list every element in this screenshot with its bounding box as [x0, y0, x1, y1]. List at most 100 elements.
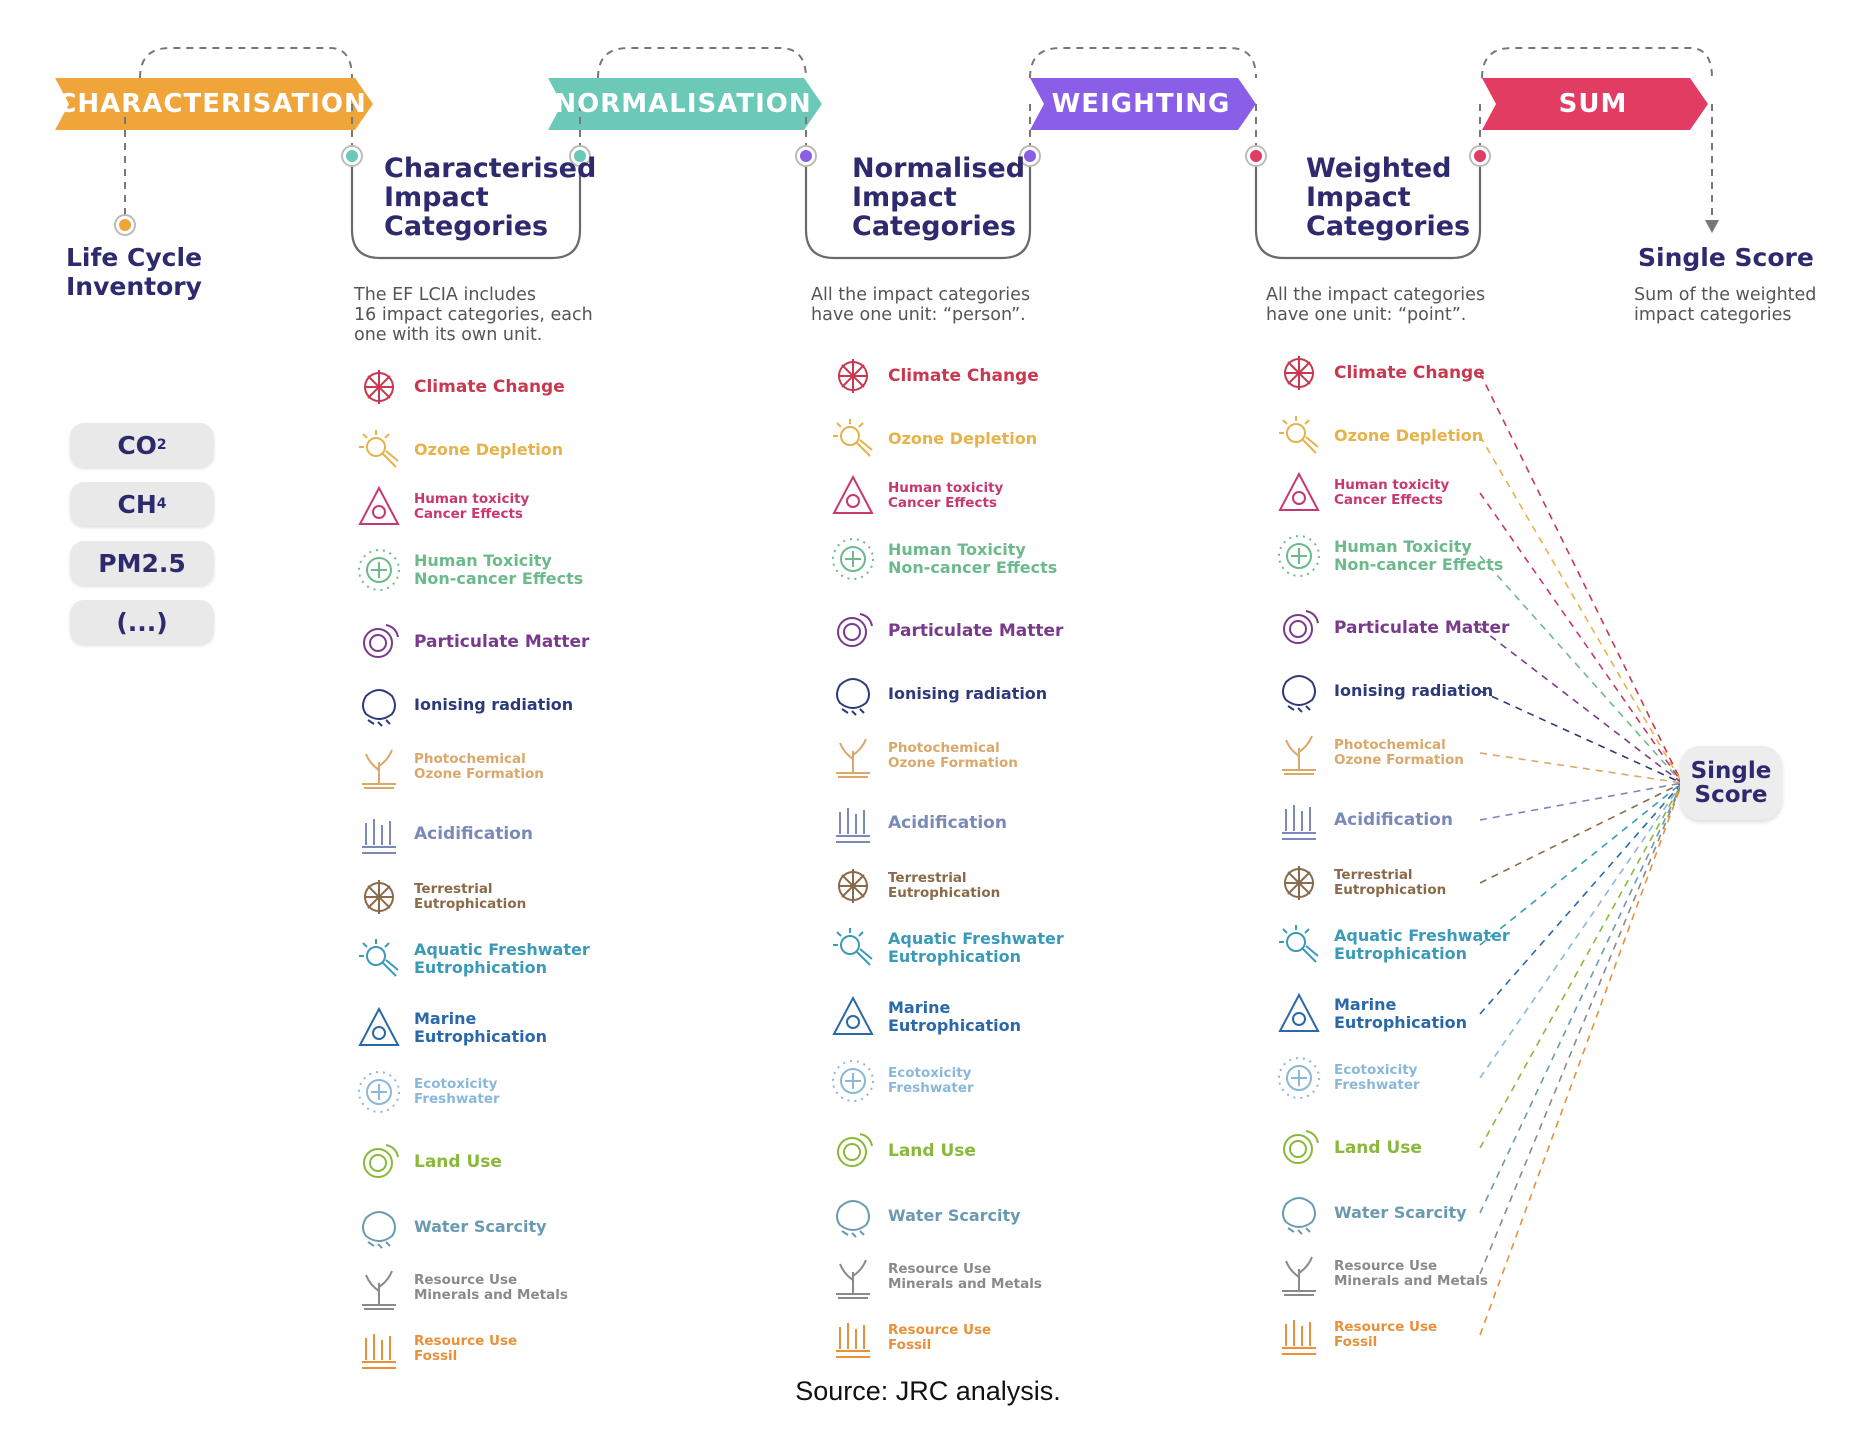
impact-category-item: Acidification — [1274, 795, 1453, 845]
ecotoxicity-freshwater-icon — [832, 1060, 874, 1102]
sum-line-0 — [1479, 372, 1683, 784]
impact-category-label: Resource Use Fossil — [888, 1321, 992, 1353]
ozone-depletion-icon — [359, 430, 399, 468]
impact-category-label: Resource Use Fossil — [1334, 1318, 1438, 1350]
marine-eutrophication-icon — [358, 1006, 400, 1046]
impact-category-item: Marine Eutrophication — [354, 1003, 547, 1053]
impact-category-item: Ionising radiation — [354, 680, 573, 730]
water-scarcity-icon — [362, 1211, 396, 1249]
human-toxicity-noncancer-icon — [832, 538, 874, 580]
climate-change-icon — [1284, 356, 1314, 390]
ecotoxicity-freshwater-icon — [1278, 1057, 1320, 1099]
sum-line-12 — [1479, 782, 1683, 1149]
impact-category-item: Resource Use Minerals and Metals — [828, 1252, 1042, 1302]
aquatic-freshwater-icon — [359, 939, 399, 977]
impact-category-item: Acidification — [828, 798, 1007, 848]
impact-category-item: Human Toxicity Non-cancer Effects — [828, 534, 1057, 584]
source-note: Source: JRC analysis. — [795, 1376, 1061, 1406]
impact-category-item: Human toxicity Cancer Effects — [354, 482, 529, 532]
impact-category-label: Water Scarcity — [1334, 1203, 1467, 1222]
connector-arc-4 — [1481, 47, 1713, 79]
node-dot-fill-2 — [574, 150, 586, 162]
impact-category-item: Resource Use Fossil — [828, 1313, 991, 1363]
human-toxicity-noncancer-icon — [358, 549, 400, 591]
impact-category-label: Ozone Depletion — [888, 429, 1038, 448]
normalised-title: Normalised Impact Categories — [852, 153, 1026, 242]
impact-category-label: Terrestrial Eutrophication — [414, 880, 527, 912]
characterised-desc: The EF LCIA includes 16 impact categorie… — [354, 285, 593, 345]
impact-category-label: Human Toxicity Non-cancer Effects — [888, 540, 1058, 577]
impact-category-item: Water Scarcity — [828, 1191, 1021, 1241]
lci-title-line2: Inventory — [66, 272, 202, 301]
impact-category-label: Acidification — [1334, 809, 1453, 830]
impact-category-item: Photochemical Ozone Formation — [828, 731, 1018, 781]
banner-shape-0 — [55, 78, 373, 130]
node-dot-fill-6 — [1474, 150, 1486, 162]
impact-category-label: Photochemical Ozone Formation — [1334, 736, 1464, 768]
impact-category-label: Ecotoxicity Freshwater — [1334, 1061, 1420, 1093]
node-dot-fill-3 — [800, 150, 812, 162]
impact-category-label: Marine Eutrophication — [888, 998, 1021, 1035]
aquatic-freshwater-icon — [1279, 925, 1319, 963]
particulate-matter-icon — [363, 624, 399, 658]
impact-category-item: Human Toxicity Non-cancer Effects — [1274, 531, 1503, 581]
impact-category-label: Ecotoxicity Freshwater — [888, 1064, 974, 1096]
banner-shape-3 — [1482, 78, 1708, 130]
impact-category-label: Ozone Depletion — [1334, 426, 1484, 445]
impact-category-item: Photochemical Ozone Formation — [1274, 728, 1464, 778]
impact-category-label: Resource Use Minerals and Metals — [414, 1271, 568, 1303]
inventory-item-label: PM2.5 — [98, 548, 186, 578]
impact-category-label: Ionising radiation — [888, 684, 1048, 703]
impact-category-item: Human toxicity Cancer Effects — [1274, 468, 1449, 518]
sum-line-7 — [1479, 782, 1683, 821]
acidification-icon — [1282, 805, 1316, 840]
land-use-icon — [363, 1144, 399, 1178]
connector-arc-1 — [139, 47, 353, 79]
impact-category-label: Ionising radiation — [414, 695, 574, 714]
impact-category-item: Human Toxicity Non-cancer Effects — [354, 545, 583, 595]
terrestrial-eutrophication-icon — [838, 869, 868, 903]
weighted-desc: All the impact categories have one unit:… — [1266, 285, 1486, 325]
human-toxicity-cancer-icon — [358, 485, 400, 525]
impact-category-label: Particulate Matter — [888, 620, 1064, 641]
ozone-depletion-icon — [833, 419, 873, 457]
impact-category-item: Land Use — [1274, 1123, 1422, 1173]
title-bracket-0 — [350, 156, 582, 260]
impact-category-item: Human toxicity Cancer Effects — [828, 471, 1003, 521]
impact-category-label: Photochemical Ozone Formation — [414, 750, 544, 782]
characterised-title: Characterised Impact Categories — [384, 153, 597, 242]
impact-category-item: Aquatic Freshwater Eutrophication — [828, 923, 1064, 973]
title-bracket-1 — [804, 156, 1032, 260]
sum-line-14 — [1479, 782, 1683, 1275]
impact-category-label: Human Toxicity Non-cancer Effects — [414, 551, 584, 588]
impact-category-item: Photochemical Ozone Formation — [354, 742, 544, 792]
impact-category-label: Resource Use Minerals and Metals — [1334, 1257, 1488, 1289]
impact-category-label: Climate Change — [414, 376, 565, 397]
single-score-desc: Sum of the weighted impact categories — [1634, 285, 1817, 325]
impact-category-label: Acidification — [888, 812, 1007, 833]
node-dot-fill-5 — [1250, 150, 1262, 162]
impact-category-item: Climate Change — [1274, 348, 1485, 398]
lci-title-line1: Life Cycle — [66, 243, 203, 272]
stage-banner-normalisation: NORMALISATION — [554, 89, 812, 119]
weighted-title: Weighted Impact Categories — [1306, 153, 1471, 242]
impact-category-label: Photochemical Ozone Formation — [888, 739, 1018, 771]
inventory-item: PM2.5 — [70, 541, 214, 585]
impact-category-label: Land Use — [414, 1151, 502, 1172]
stage-banner-weighting: WEIGHTING — [1051, 89, 1231, 119]
impact-category-label: Land Use — [888, 1140, 976, 1161]
banner-shape-1 — [548, 78, 822, 130]
particulate-matter-icon — [1283, 610, 1319, 644]
resource-fossil-icon — [1282, 1320, 1316, 1355]
sum-line-15 — [1479, 782, 1683, 1336]
impact-category-label: Marine Eutrophication — [414, 1009, 547, 1046]
resource-minerals-icon — [1282, 1256, 1316, 1296]
impact-category-item: Ecotoxicity Freshwater — [1274, 1053, 1420, 1103]
impact-category-label: Acidification — [414, 823, 533, 844]
normalised-desc: All the impact categories have one unit:… — [811, 285, 1031, 325]
human-toxicity-noncancer-icon — [1278, 535, 1320, 577]
impact-category-label: Climate Change — [888, 365, 1039, 386]
impact-category-item: Marine Eutrophication — [1274, 989, 1467, 1039]
inventory-item: CH 4 — [70, 482, 214, 526]
climate-change-icon — [364, 370, 394, 404]
